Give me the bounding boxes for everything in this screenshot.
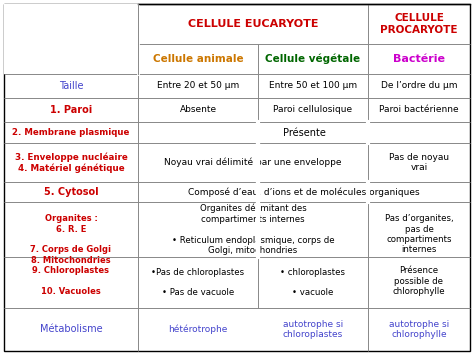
Text: Bactérie: Bactérie	[393, 54, 445, 64]
Text: Entre 20 et 50 µm: Entre 20 et 50 µm	[157, 82, 239, 91]
Text: Composé d’eau, d’ions et de molécules organiques: Composé d’eau, d’ions et de molécules or…	[188, 187, 420, 197]
Text: Entre 50 et 100 µm: Entre 50 et 100 µm	[269, 82, 357, 91]
Text: Organites :
6. R. E

7. Corps de Golgi
8. Mitochondries
9. Chloroplastes

10. Va: Organites : 6. R. E 7. Corps de Golgi 8.…	[30, 214, 111, 296]
Text: Pas d’organites,
pas de
compartiments
internes

Présence
possible de
chlorophyll: Pas d’organites, pas de compartiments in…	[385, 214, 453, 296]
Text: Paroi cellulosique: Paroi cellulosique	[273, 105, 353, 115]
Text: Absente: Absente	[180, 105, 217, 115]
Text: autotrophe si
chlorophylle: autotrophe si chlorophylle	[389, 320, 449, 339]
Text: Taille: Taille	[59, 81, 83, 91]
Text: Métabolisme: Métabolisme	[40, 324, 102, 334]
Text: Noyau vrai délimité par une enveloppe: Noyau vrai délimité par une enveloppe	[164, 158, 342, 167]
Text: autotrophe si
chloroplastes: autotrophe si chloroplastes	[283, 320, 343, 339]
Text: 5. Cytosol: 5. Cytosol	[44, 187, 98, 197]
Text: Paroi bactérienne: Paroi bactérienne	[379, 105, 459, 115]
Text: Organites délimitant des
compartiments internes

• Reticulum endoplasmique, corp: Organites délimitant des compartiments i…	[172, 204, 334, 255]
Text: Cellule animale: Cellule animale	[153, 54, 243, 64]
Text: • chloroplastes

• vacuole: • chloroplastes • vacuole	[281, 268, 346, 297]
Text: Pas de noyau
vrai: Pas de noyau vrai	[389, 153, 449, 172]
Text: 1. Paroi: 1. Paroi	[50, 105, 92, 115]
Bar	[4, 4, 138, 74]
Text: •Pas de chloroplastes

• Pas de vacuole: •Pas de chloroplastes • Pas de vacuole	[151, 268, 245, 297]
Text: hétérotrophe: hétérotrophe	[168, 325, 228, 334]
Text: 2. Membrane plasmique: 2. Membrane plasmique	[12, 128, 130, 137]
Text: Présente: Présente	[283, 127, 326, 137]
Text: CELLULE EUCARYOTE: CELLULE EUCARYOTE	[188, 19, 318, 29]
Text: Cellule végétale: Cellule végétale	[265, 54, 361, 64]
Text: 3. Enveloppe nucléaire
4. Matériel génétique: 3. Enveloppe nucléaire 4. Matériel génét…	[15, 152, 128, 173]
Text: CELLULE
PROCARYOTE: CELLULE PROCARYOTE	[380, 13, 458, 35]
Text: De l’ordre du µm: De l’ordre du µm	[381, 82, 457, 91]
